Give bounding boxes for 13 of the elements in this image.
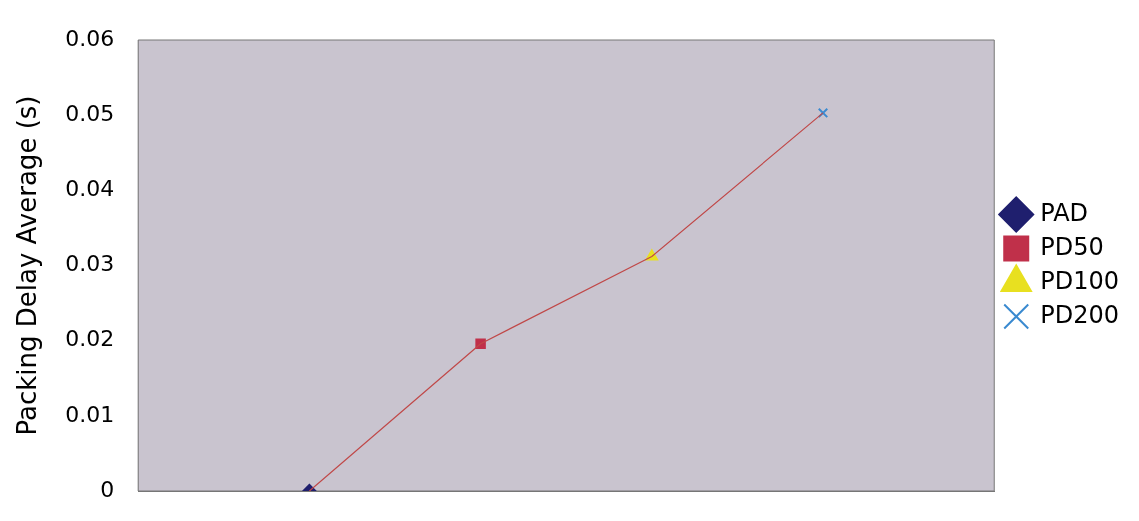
- y-tick-label: 0.05: [65, 100, 115, 126]
- y-tick-label: 0.02: [65, 326, 115, 352]
- y-axis-title: Packing Delay Average (s): [12, 95, 43, 436]
- legend-label: PAD: [1040, 198, 1089, 227]
- y-tick-label: 0: [100, 476, 115, 502]
- y-tick-label: 0.03: [65, 251, 115, 277]
- y-tick-label: 0.06: [65, 25, 115, 51]
- legend-label: PD50: [1040, 232, 1104, 261]
- legend-label: PD200: [1040, 300, 1119, 329]
- y-tick-label: 0.01: [65, 401, 115, 427]
- point: [817, 107, 829, 119]
- y-tick-label: 0.04: [65, 176, 115, 202]
- legend-label: PD100: [1040, 266, 1119, 295]
